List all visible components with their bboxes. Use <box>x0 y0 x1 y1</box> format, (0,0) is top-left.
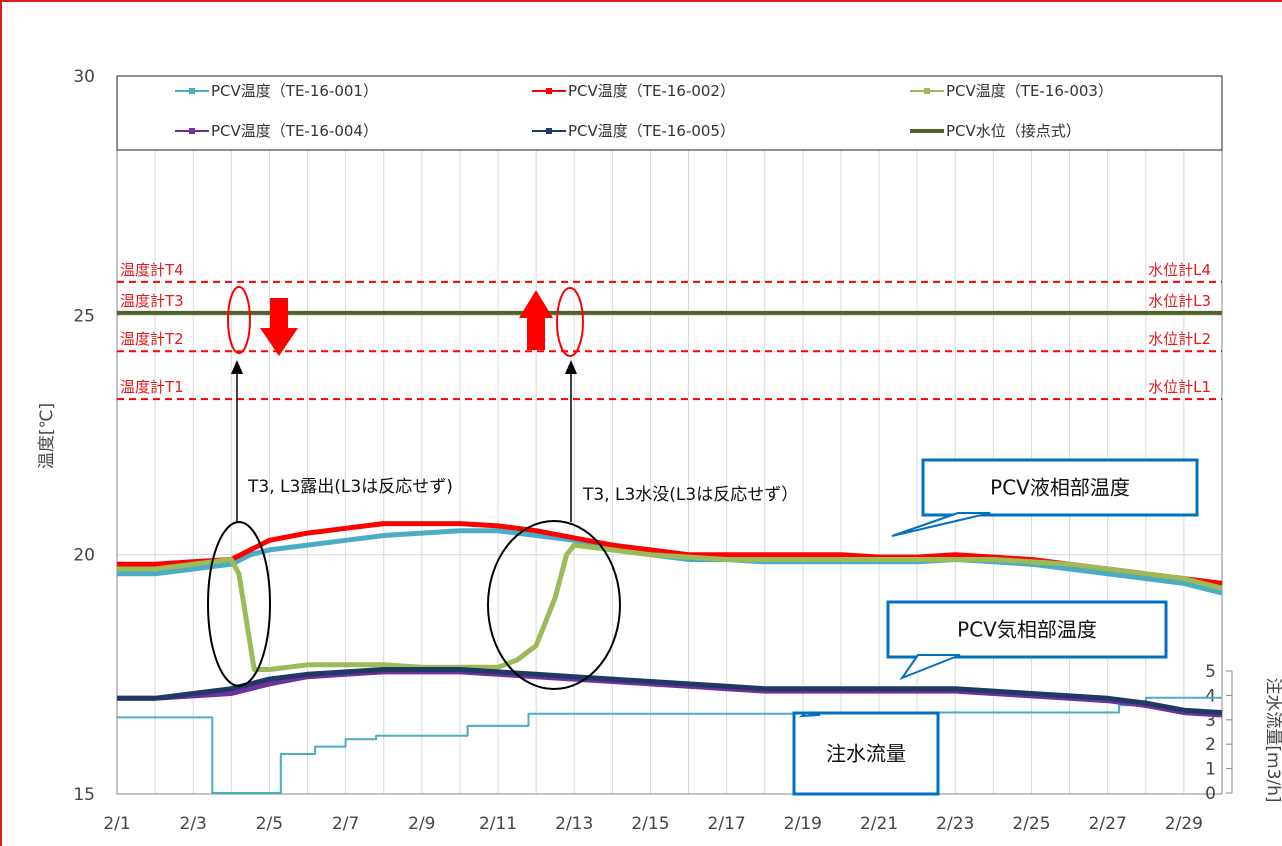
legend-label: PCV水位（接点式） <box>946 122 1081 140</box>
reference-right-label: 水位計L1 <box>1148 378 1211 396</box>
liquid-callout-text: PCV液相部温度 <box>990 476 1130 500</box>
x-tick-label: 2/25 <box>1012 814 1050 834</box>
reference-left-label: 温度計T2 <box>120 330 184 348</box>
flow-callout-box <box>792 711 940 796</box>
y2-tick-label: 4 <box>1205 686 1216 706</box>
legend-marker <box>546 88 552 94</box>
legend-label: PCV温度（TE-16-004） <box>211 122 378 140</box>
x-tick-label: 2/7 <box>332 814 359 834</box>
x-tick-label: 2/15 <box>631 814 669 834</box>
highlight-ellipse <box>207 521 271 687</box>
x-tick-label: 2/19 <box>784 814 822 834</box>
x-tick-label: 2/3 <box>180 814 207 834</box>
y2-axis-label: 注水流量[m3/h] <box>1263 677 1282 802</box>
up-arrow-icon <box>519 290 553 350</box>
series-line <box>117 696 1222 794</box>
legend-marker <box>189 88 195 94</box>
reference-left-label: 温度計T3 <box>120 292 184 310</box>
x-tick-label: 2/1 <box>103 814 130 834</box>
x-tick-label: 2/11 <box>479 814 517 834</box>
x-tick-label: 2/13 <box>555 814 593 834</box>
y-axis-label: 温度[℃] <box>37 403 57 469</box>
legend-label: PCV温度（TE-16-005） <box>568 122 735 140</box>
legend-label: PCV温度（TE-16-003） <box>946 82 1113 100</box>
legend-marker <box>924 88 930 94</box>
pointer-arrowhead <box>231 360 243 374</box>
reference-right-label: 水位計L4 <box>1148 261 1211 279</box>
x-tick-label: 2/29 <box>1165 814 1203 834</box>
gas-callout-text: PCV気相部温度 <box>957 618 1097 642</box>
legend-label: PCV温度（TE-16-002） <box>568 82 735 100</box>
annotation-exposed: T3, L3露出(L3は反応せず) <box>247 477 453 497</box>
pointer-arrowhead <box>565 360 577 374</box>
y2-tick-label: 3 <box>1205 711 1216 731</box>
y-tick-label: 25 <box>73 306 95 326</box>
x-tick-label: 2/5 <box>256 814 283 834</box>
legend-label: PCV温度（TE-16-001） <box>211 82 378 100</box>
series-line <box>117 667 1223 716</box>
x-tick-label: 2/21 <box>860 814 898 834</box>
flow-callout-tail <box>798 711 821 718</box>
reference-right-label: 水位計L3 <box>1148 292 1211 310</box>
annotation-submerged: T3, L3水没(L3は反応せず） <box>582 485 798 505</box>
highlight-ellipse <box>487 520 621 690</box>
gas-callout-box <box>886 600 1168 659</box>
reference-left-label: 温度計T1 <box>120 378 184 396</box>
legend-marker <box>189 128 195 134</box>
gas-callout-tail <box>899 654 961 681</box>
liquid-callout-box <box>921 458 1199 517</box>
y-tick-label: 20 <box>73 546 95 566</box>
y2-tick-label: 5 <box>1205 662 1216 682</box>
down-arrow-icon <box>260 298 298 356</box>
x-tick-label: 2/27 <box>1089 814 1127 834</box>
reference-left-label: 温度計T4 <box>120 261 184 279</box>
y-tick-label: 15 <box>73 785 95 805</box>
legend-marker <box>546 128 552 134</box>
flow-callout-text: 注水流量 <box>826 742 906 766</box>
y2-tick-label: 2 <box>1205 735 1216 755</box>
highlight-ellipse <box>556 287 584 357</box>
x-tick-label: 2/23 <box>936 814 974 834</box>
x-tick-label: 2/9 <box>408 814 435 834</box>
y-tick-label: 30 <box>73 67 95 87</box>
highlight-ellipse <box>227 286 251 354</box>
legend-box <box>116 75 1223 151</box>
liquid-callout-tail <box>891 512 991 537</box>
x-tick-label: 2/17 <box>708 814 746 834</box>
reference-right-label: 水位計L2 <box>1148 330 1211 348</box>
y2-tick-label: 0 <box>1205 784 1216 804</box>
y2-tick-label: 1 <box>1205 760 1216 780</box>
series-line <box>117 542 1223 672</box>
